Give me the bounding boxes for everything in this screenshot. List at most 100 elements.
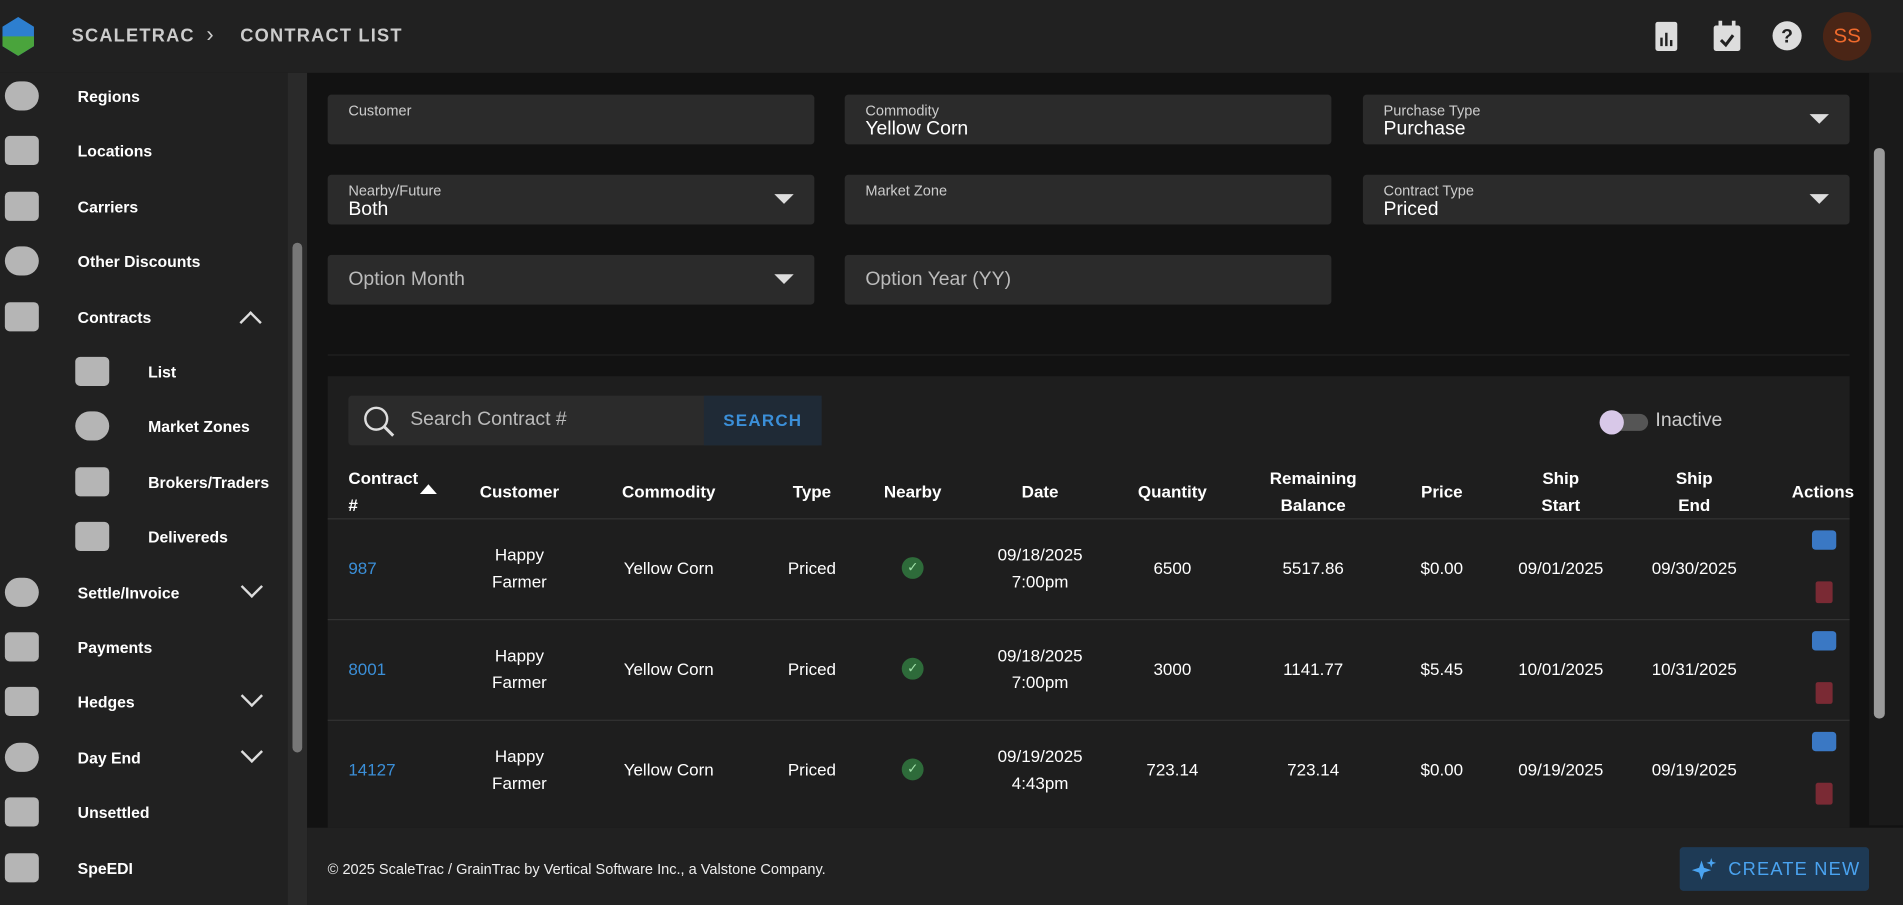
copyright: © 2025 ScaleTrac / GrainTrac by Vertical… — [327, 860, 826, 878]
filter-field[interactable]: Customer — [327, 94, 815, 145]
nav-icon — [75, 467, 110, 497]
filter-field[interactable]: Option Year (YY) — [844, 254, 1332, 305]
filter-field[interactable]: Commodity Yellow Corn — [844, 94, 1332, 145]
delete-action[interactable] — [1815, 682, 1833, 704]
edit-action[interactable] — [1811, 731, 1837, 752]
column-header[interactable]: Quantity — [1137, 481, 1207, 502]
create-new-button[interactable]: CREATE NEW — [1679, 847, 1870, 891]
expander-icon[interactable] — [240, 575, 263, 598]
edit-action[interactable] — [1811, 530, 1837, 550]
main-scrollbar[interactable] — [1869, 72, 1903, 826]
filter-value: Both — [348, 199, 389, 220]
search-box[interactable]: Search Contract # SEARCH — [348, 395, 822, 446]
cell: 3000 — [1153, 659, 1192, 679]
contract-link[interactable]: 987 — [348, 558, 377, 578]
sidebar-scrollbar[interactable] — [287, 72, 308, 905]
calendar-icon[interactable] — [1712, 20, 1741, 53]
nav-item[interactable]: Market Zones — [0, 403, 288, 452]
column-header[interactable]: Balance — [1280, 495, 1346, 515]
filter-field[interactable]: Option Month — [327, 254, 815, 305]
filter-label: Contract Type — [1383, 182, 1474, 200]
cell: 5517.86 — [1282, 558, 1344, 578]
nav-item[interactable]: List — [0, 348, 288, 397]
column-header[interactable]: Start — [1541, 495, 1581, 515]
nav-item[interactable]: Unsettled — [0, 789, 288, 838]
filter-placeholder: Option Month — [348, 269, 465, 291]
column-header[interactable]: Date — [1021, 481, 1059, 502]
column-header[interactable]: Ship — [1542, 468, 1580, 488]
filter-field[interactable]: Nearby/Future Both — [327, 174, 815, 225]
expander-icon[interactable] — [239, 310, 262, 333]
toggle-label: Inactive — [1655, 410, 1723, 431]
nav-icon — [4, 301, 39, 331]
cell: Yellow Corn — [623, 759, 714, 780]
nav-item[interactable]: Brokers/Traders — [0, 459, 288, 508]
nav-item[interactable]: Payments — [0, 624, 288, 673]
nav-icon — [4, 81, 39, 111]
column-header[interactable]: Customer — [479, 481, 560, 502]
nav-item[interactable]: Other Discounts — [0, 238, 288, 287]
delete-action[interactable] — [1815, 581, 1833, 604]
column-header[interactable]: Contract — [348, 468, 419, 488]
nav-item[interactable]: Contracts — [0, 293, 288, 342]
cell: Priced — [787, 659, 837, 679]
column-header[interactable]: End — [1678, 495, 1711, 515]
expander-icon[interactable] — [240, 740, 263, 763]
cell: Yellow Corn — [623, 558, 714, 578]
nav-icon — [4, 797, 39, 827]
column-header[interactable]: Commodity — [621, 481, 716, 502]
inactive-toggle[interactable] — [1599, 410, 1649, 435]
expander-icon[interactable] — [240, 685, 263, 708]
contract-link[interactable]: 14127 — [348, 759, 396, 780]
nav-icon — [4, 136, 39, 166]
breadcrumb-app[interactable]: SCALETRAC — [71, 25, 195, 47]
column-header[interactable]: Nearby — [883, 481, 942, 502]
cell: 7:00pm — [1011, 571, 1069, 592]
cell: 7:00pm — [1011, 672, 1069, 692]
nav-item[interactable]: Settle/Invoice — [0, 569, 288, 618]
cell: 09/19/2025 — [1651, 759, 1737, 780]
sidebar: Regions Locations Carriers Other Discounts C… — [0, 72, 288, 905]
delete-action[interactable] — [1815, 782, 1833, 805]
nav-label: Delivereds — [148, 528, 228, 547]
nav-item[interactable]: Day End — [0, 734, 288, 783]
help-icon[interactable]: ? — [1772, 21, 1802, 51]
contract-link[interactable]: 8001 — [348, 659, 387, 679]
nav-item[interactable]: Locations — [0, 128, 288, 177]
cell: 09/18/2025 — [997, 544, 1083, 565]
avatar[interactable]: SS — [1822, 12, 1872, 61]
report-icon[interactable] — [1654, 21, 1678, 53]
nav-icon — [75, 411, 110, 442]
row-divider — [327, 719, 1850, 721]
column-header[interactable]: Ship — [1675, 468, 1713, 488]
nav-label: Settle/Invoice — [77, 583, 180, 602]
edit-action[interactable] — [1811, 631, 1837, 651]
column-header[interactable]: Type — [792, 481, 832, 502]
nav-label: Contracts — [77, 307, 152, 326]
column-header[interactable]: Price — [1421, 481, 1463, 502]
filter-field[interactable]: Market Zone — [844, 174, 1332, 225]
nav-icon — [4, 632, 39, 662]
nav-item[interactable]: SpeEDI — [0, 844, 288, 893]
search-placeholder: Search Contract # — [410, 409, 567, 430]
nav-item[interactable]: Delivereds — [0, 514, 288, 563]
cell: 09/18/2025 — [997, 645, 1083, 666]
nav-icon — [4, 191, 39, 221]
column-header[interactable]: Remaining — [1269, 468, 1357, 488]
nav-item[interactable]: Regions — [0, 73, 288, 122]
filter-field[interactable]: Contract Type Priced — [1362, 174, 1850, 225]
column-header[interactable]: Actions — [1791, 481, 1855, 502]
cell: Yellow Corn — [623, 659, 714, 679]
cell: 1141.77 — [1283, 659, 1344, 679]
search-button[interactable]: SEARCH — [703, 395, 822, 446]
nav-label: List — [148, 362, 177, 382]
search-icon — [364, 406, 395, 437]
cell: 10/31/2025 — [1651, 659, 1737, 679]
nav-item[interactable]: Hedges — [0, 679, 288, 728]
nav-item[interactable]: Carriers — [0, 183, 288, 232]
column-header[interactable]: # — [348, 495, 358, 515]
filter-field[interactable]: Purchase Type Purchase — [1362, 94, 1850, 145]
cell: Farmer — [492, 773, 547, 793]
cell: 09/19/2025 — [997, 746, 1083, 766]
dropdown-caret — [1809, 114, 1829, 124]
